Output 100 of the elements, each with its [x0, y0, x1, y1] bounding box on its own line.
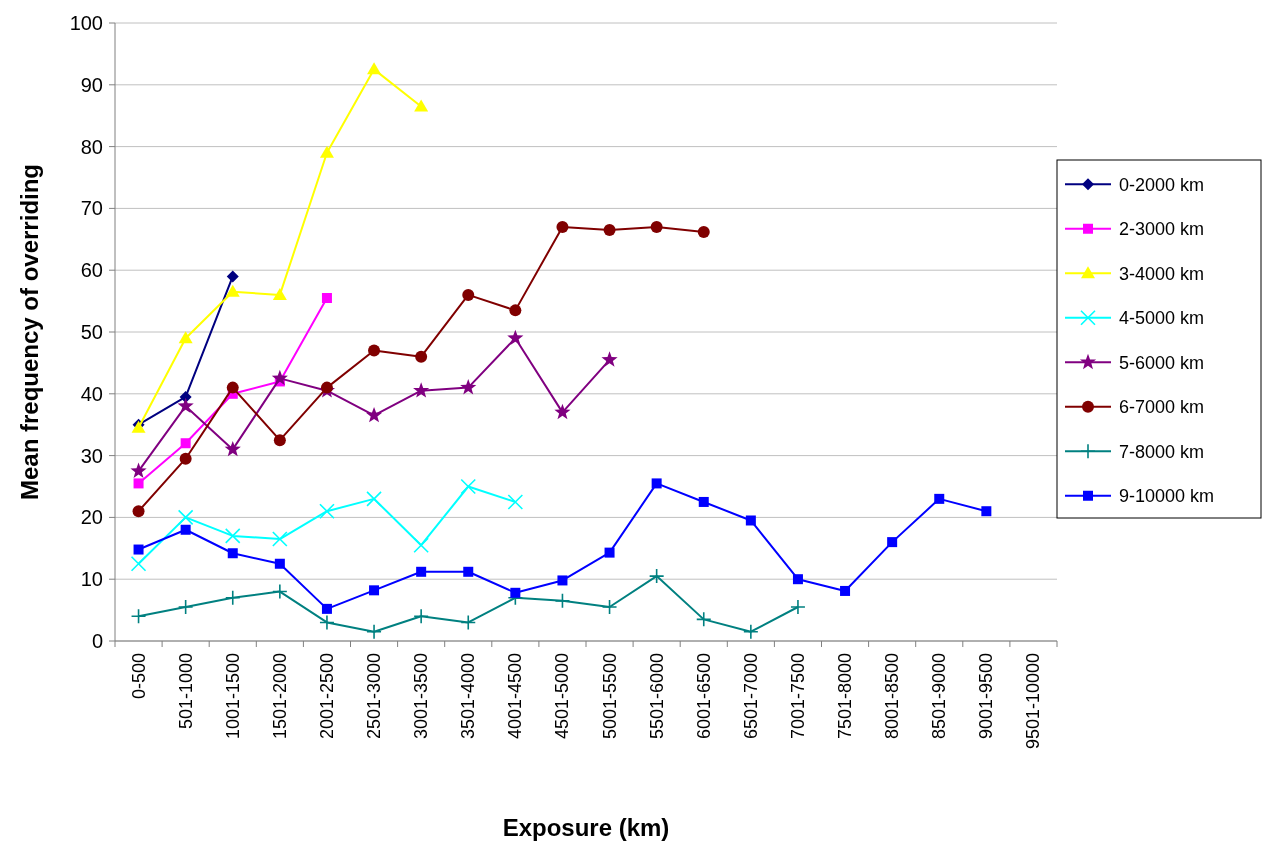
legend-label: 4-5000 km	[1119, 308, 1205, 329]
point	[274, 558, 285, 569]
y-tick-label: 30	[80, 444, 103, 467]
x-tick-label: 7501-8000	[835, 653, 856, 740]
point	[227, 548, 238, 559]
point	[792, 574, 803, 585]
x-tick-label: 9001-9500	[976, 653, 997, 740]
point	[698, 496, 709, 507]
x-tick-label: 6501-7000	[740, 653, 761, 740]
point	[604, 547, 615, 558]
x-tick-label: 9501-10000	[1023, 653, 1044, 750]
point	[557, 575, 568, 586]
legend-label: 2-3000 km	[1119, 219, 1205, 240]
legend-label: 0-2000 km	[1119, 174, 1205, 195]
point	[462, 288, 475, 301]
point	[981, 506, 992, 517]
point	[510, 587, 521, 598]
x-tick-label: 6001-6500	[693, 653, 714, 740]
y-axis-title: Mean frequency of overriding	[16, 163, 43, 501]
legend-label: 7-8000 km	[1119, 441, 1205, 462]
point	[319, 614, 335, 631]
point	[460, 614, 477, 631]
x-tick-label: 3001-3500	[411, 653, 432, 740]
point	[366, 491, 382, 507]
point	[603, 224, 616, 237]
y-tick-label: 90	[80, 73, 103, 96]
point	[745, 515, 756, 526]
legend-label: 3-4000 km	[1119, 263, 1205, 284]
point	[695, 611, 712, 628]
x-tick-label: 2001-2500	[316, 653, 337, 740]
point	[743, 623, 759, 640]
point	[460, 478, 477, 495]
legend-label: 9-10000 km	[1119, 486, 1215, 507]
point	[554, 593, 571, 609]
point	[509, 304, 522, 317]
point	[320, 381, 333, 394]
point	[226, 381, 239, 394]
point	[650, 220, 663, 233]
point	[177, 397, 194, 414]
point	[840, 585, 851, 596]
point	[321, 603, 332, 614]
y-tick-label: 70	[80, 197, 103, 220]
point	[178, 331, 193, 344]
point	[133, 478, 144, 489]
point	[463, 566, 474, 577]
point	[179, 452, 192, 465]
point	[321, 293, 332, 304]
x-tick-label: 4001-4500	[505, 653, 526, 740]
x-tick-label: 1001-1500	[222, 653, 243, 740]
x-tick-label: 0-500	[128, 653, 149, 700]
point	[368, 344, 381, 357]
point	[460, 379, 477, 395]
x-tick-label: 7001-7500	[787, 653, 808, 740]
point	[507, 329, 524, 346]
point	[365, 406, 383, 423]
point	[130, 462, 147, 478]
y-tick-label: 0	[91, 630, 103, 652]
x-tick-label: 8501-9000	[929, 653, 950, 740]
point	[272, 531, 288, 547]
point	[416, 566, 427, 577]
point	[367, 62, 382, 75]
point	[651, 478, 662, 489]
point	[180, 438, 191, 449]
point	[271, 369, 288, 386]
point	[177, 509, 194, 526]
point	[272, 287, 287, 300]
y-tick-label: 100	[69, 12, 103, 34]
point	[224, 440, 241, 457]
x-axis-title: Exposure (km)	[502, 814, 670, 841]
y-tick-label: 20	[80, 506, 103, 529]
point	[415, 350, 428, 363]
point	[697, 225, 710, 238]
point	[273, 434, 286, 447]
point	[366, 623, 382, 640]
point	[319, 145, 334, 158]
y-tick-label: 50	[80, 321, 103, 343]
legend-label: 6-7000 km	[1119, 397, 1205, 418]
point	[556, 220, 569, 233]
point	[130, 555, 147, 572]
legend-label: 5-6000 km	[1119, 352, 1205, 373]
point	[507, 494, 524, 510]
y-tick-label: 10	[80, 568, 103, 591]
x-tick-label: 5501-6000	[646, 653, 667, 740]
point	[226, 270, 239, 283]
y-tick-label: 80	[80, 135, 103, 158]
point	[319, 503, 335, 520]
point	[177, 599, 194, 615]
point	[414, 99, 429, 112]
point	[413, 608, 429, 625]
point	[554, 403, 571, 420]
point	[224, 528, 241, 544]
x-tick-label: 8001-8500	[882, 653, 903, 740]
point	[790, 599, 806, 615]
point	[934, 493, 945, 504]
point	[133, 544, 144, 555]
point	[130, 608, 147, 625]
point	[413, 382, 430, 398]
point	[413, 537, 429, 554]
point	[132, 505, 145, 518]
point	[887, 537, 898, 548]
